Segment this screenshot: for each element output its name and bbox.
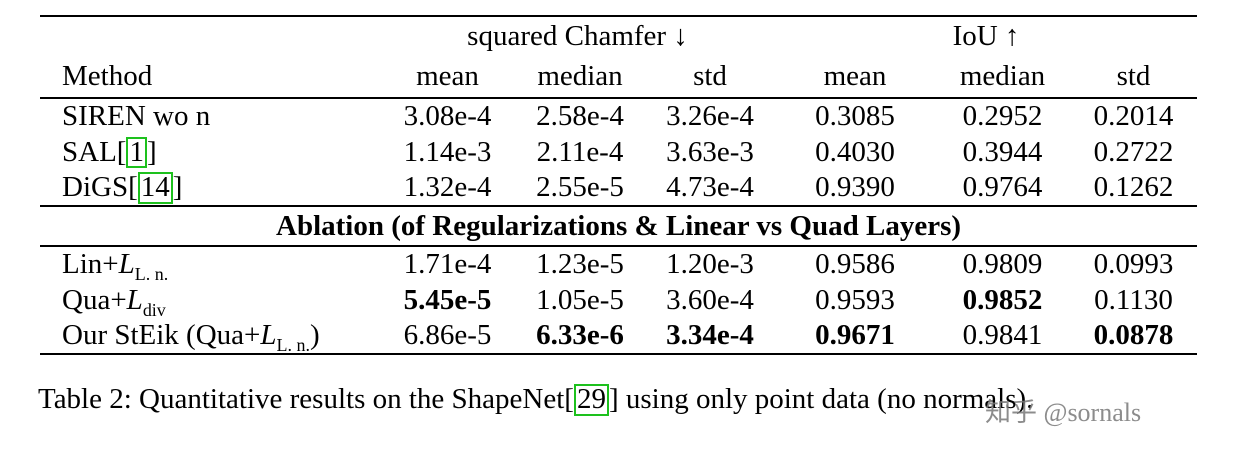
value-cell: 0.9671: [775, 318, 936, 355]
value-cell: 0.9841: [935, 318, 1071, 355]
value-cell: 1.23e-5: [536, 248, 624, 280]
value-cell: 2.11e-4: [536, 135, 624, 168]
value-cell: 2.58e-4: [536, 100, 624, 132]
method-cell: DiGS[14]: [40, 170, 380, 206]
value-cell: 3.08e-4: [403, 100, 492, 132]
value-cell: 4.73e-4: [666, 171, 754, 203]
value-cell: 1.71e-4: [403, 248, 492, 280]
col-header-chamfer-mean: mean: [380, 56, 515, 99]
column-header-row: Method mean median std mean median std: [40, 56, 1198, 99]
method-cell: Lin+LL. n.: [40, 246, 380, 284]
value-cell: 1.32e-4: [403, 171, 492, 203]
table-row-qua: Qua+Ldiv 5.45e-5 1.05e-5 3.60e-4 0.9593 …: [40, 282, 1197, 320]
value-cell: 0.9593: [815, 283, 895, 316]
value-cell: 6.33e-6: [515, 318, 645, 355]
value-cell: 0.0878: [1070, 318, 1198, 355]
method-label: ): [309, 319, 320, 351]
math-subscript: L. n.: [276, 334, 310, 355]
math-subscript: L. n.: [134, 263, 169, 284]
caption-text: Table 2: Quantitative results on the Sha…: [38, 383, 574, 415]
value-cell: 0.9764: [962, 171, 1043, 203]
citation-link[interactable]: 1: [126, 136, 147, 169]
col-header-chamfer-std: std: [645, 56, 776, 99]
col-header-iou-std: std: [1070, 56, 1198, 99]
section-header: Ablation (of Regularizations & Linear vs…: [40, 205, 1198, 247]
table-row-steik: Our StEik (Qua+LL. n.) 6.86e-5 6.33e-6 3…: [40, 318, 1198, 355]
value-cell: 0.3085: [815, 100, 895, 132]
value-cell: 3.34e-4: [645, 318, 776, 355]
method-label: Qua+: [62, 283, 127, 316]
caption-text: ] using only point data (no normals).: [608, 383, 1034, 415]
section-header-row: Ablation (of Regularizations & Linear vs…: [40, 205, 1198, 247]
group-header-row: squared Chamfer ↓ IoU ↑: [40, 15, 1198, 56]
col-header-iou-mean: mean: [775, 56, 936, 99]
method-label: DiGS[: [62, 171, 138, 203]
value-cell: 6.86e-5: [380, 318, 515, 355]
method-cell: SAL[1]: [40, 134, 380, 170]
group-header-spacer: [40, 15, 380, 56]
value-cell: 1.05e-5: [536, 283, 624, 316]
value-cell: 3.26e-4: [666, 100, 754, 132]
value-cell: 0.1130: [1094, 283, 1173, 316]
method-cell: SIREN wo n: [40, 98, 380, 134]
method-label: SAL[: [62, 135, 127, 168]
math-subscript: div: [142, 299, 166, 320]
method-label: ]: [146, 135, 157, 168]
col-header-chamfer-median: median: [515, 56, 645, 99]
value-cell: 0.3944: [962, 135, 1043, 168]
value-cell: 0.2014: [1093, 100, 1174, 132]
citation-link[interactable]: 29: [573, 384, 609, 416]
math-symbol: L: [126, 283, 143, 316]
group-header-chamfer: squared Chamfer ↓: [380, 15, 776, 56]
value-cell: 0.9586: [815, 248, 895, 280]
table-row-siren: SIREN wo n 3.08e-4 2.58e-4 3.26e-4 0.308…: [40, 98, 1197, 134]
value-cell: 1.20e-3: [666, 248, 754, 280]
zhihu-watermark: 知乎 @sornals: [985, 398, 1142, 427]
col-header-method: Method: [40, 56, 380, 99]
table-caption: Table 2: Quantitative results on the Sha…: [38, 383, 1033, 416]
math-symbol: L: [260, 319, 277, 351]
value-cell: 0.2722: [1093, 135, 1174, 168]
value-cell: 0.0993: [1093, 248, 1174, 280]
table-row-sal: SAL[1] 1.14e-3 2.11e-4 3.63e-3 0.4030 0.…: [40, 134, 1197, 170]
value-cell: 0.4030: [815, 135, 895, 168]
value-cell: 1.14e-3: [403, 135, 492, 168]
value-cell: 0.9390: [815, 171, 895, 203]
value-cell: 5.45e-5: [403, 283, 492, 316]
method-label: ]: [172, 171, 183, 203]
value-cell: 3.60e-4: [666, 283, 754, 316]
results-table: squared Chamfer ↓ IoU ↑ Method mean medi…: [40, 15, 1198, 355]
method-label: Lin+: [62, 248, 119, 280]
method-label: Our StEik (Qua+: [62, 319, 261, 351]
table-row-lin: Lin+LL. n. 1.71e-4 1.23e-5 1.20e-3 0.958…: [40, 246, 1197, 284]
method-cell: Qua+Ldiv: [40, 282, 380, 320]
math-symbol: L: [118, 248, 135, 280]
method-cell: Our StEik (Qua+LL. n.): [40, 318, 380, 355]
value-cell: 0.9852: [962, 283, 1043, 316]
table-row-digs: DiGS[14] 1.32e-4 2.55e-5 4.73e-4 0.9390 …: [40, 170, 1197, 206]
value-cell: 2.55e-5: [536, 171, 624, 203]
citation-link[interactable]: 14: [137, 172, 173, 204]
group-header-iou: IoU ↑: [775, 15, 1198, 56]
value-cell: 0.1262: [1093, 171, 1174, 203]
col-header-iou-median: median: [935, 56, 1071, 99]
value-cell: 3.63e-3: [666, 135, 754, 168]
value-cell: 0.2952: [962, 100, 1043, 132]
value-cell: 0.9809: [962, 248, 1043, 280]
method-label: SIREN wo n: [62, 100, 211, 132]
